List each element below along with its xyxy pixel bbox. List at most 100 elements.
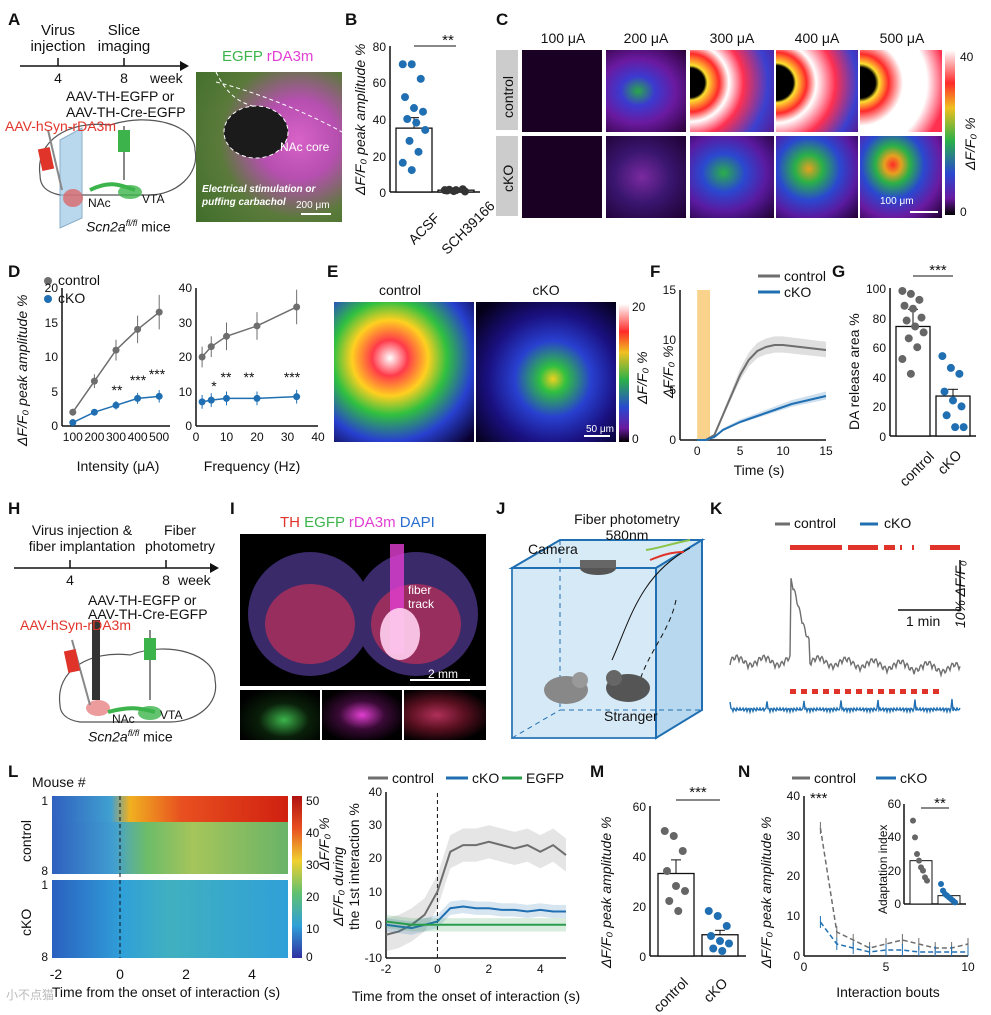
l-ytick-20: 20 xyxy=(368,851,382,866)
b-ytick-80: 80 xyxy=(372,40,386,54)
n-inset-point-0-7 xyxy=(924,877,930,884)
a-stim-1: Electrical stimulation or xyxy=(202,184,316,195)
b-point-0-11 xyxy=(398,158,407,167)
k-interaction-cko-3 xyxy=(823,689,829,694)
m-point-1-5 xyxy=(725,939,733,948)
m-ytick-0: 0 xyxy=(639,950,646,964)
m-ytick-40: 40 xyxy=(632,850,646,864)
d2-point-control-0 xyxy=(198,353,206,361)
a-event-imaging: imaging xyxy=(97,38,151,55)
l-ytick-0: 0 xyxy=(375,917,382,932)
m-point-0-7 xyxy=(674,907,683,915)
b-point-0-9 xyxy=(405,136,414,145)
a-stim-2: puffing carbachol xyxy=(202,197,286,208)
a-tick-4: 4 xyxy=(54,70,62,86)
d2-point-cKO-0 xyxy=(198,398,206,406)
l-xlabel-heatmap: Time from the onset of interaction (s) xyxy=(51,984,281,1000)
m-point-1-4 xyxy=(716,937,724,945)
e-colorbar xyxy=(619,304,629,442)
k-interaction-cko-0 xyxy=(790,689,796,694)
d1-ytick-20: 20 xyxy=(44,281,58,295)
c-img-ctrl-500 xyxy=(860,50,942,132)
f-band-control xyxy=(697,336,826,440)
watermark: 小不点猫 xyxy=(6,988,55,1002)
m-ytick-20: 20 xyxy=(632,900,646,914)
b-point-0-7 xyxy=(412,118,421,127)
k-interaction-control-4 xyxy=(912,545,914,550)
d-sig2-5: * xyxy=(211,378,217,394)
g-point-1-0 xyxy=(938,352,947,361)
d-legend-cko-dot xyxy=(44,295,52,303)
f-xtick-15: 15 xyxy=(819,444,833,458)
b-ytick-20: 20 xyxy=(372,150,386,164)
b-ytick-0: 0 xyxy=(379,186,386,200)
k-legend-cko: cKO xyxy=(884,515,912,531)
g-point-1-3 xyxy=(940,387,949,396)
panel-letter-g: G xyxy=(832,262,846,281)
g-sig: *** xyxy=(929,262,947,279)
i-label-track: track xyxy=(408,597,435,611)
d-sig2-10: ** xyxy=(220,369,232,385)
b-point-0-2 xyxy=(416,74,425,83)
d-legend-control-dot xyxy=(44,277,52,285)
g-point-1-2 xyxy=(955,369,964,378)
n-inset-ytick-20: 20 xyxy=(887,863,901,878)
d2-xtick-30: 30 xyxy=(280,430,295,444)
g-ytick-0: 0 xyxy=(879,430,886,444)
a-tick-8: 8 xyxy=(120,70,128,86)
n-legend-control: control xyxy=(814,770,857,786)
b-ytick-60: 60 xyxy=(372,76,386,90)
k-interaction-cko-5 xyxy=(845,689,851,694)
k-trace-cko xyxy=(729,698,961,715)
l-line-EGFP xyxy=(385,920,566,926)
g-ytick-80: 80 xyxy=(872,311,886,326)
k-interaction-control-1 xyxy=(848,545,878,550)
b-point-0-4 xyxy=(410,104,418,113)
f-legend-cko: cKO xyxy=(784,284,812,300)
h-mice: Scn2afl/fl mice xyxy=(88,728,173,745)
c-img-cko-500 xyxy=(860,136,942,218)
m-point-1-1 xyxy=(713,912,722,920)
l-cbar-10: 10 xyxy=(306,922,320,936)
c-col-200: 200 μA xyxy=(623,30,669,46)
c-col-400: 400 μA xyxy=(794,30,840,46)
l-row-1b: 1 xyxy=(41,878,48,892)
j-camera: Camera xyxy=(528,541,578,557)
d2-ytick-10: 10 xyxy=(178,384,192,399)
d-sig2-20: ** xyxy=(243,369,255,385)
k-interaction-cko-12 xyxy=(922,689,928,694)
a-mice: Scn2afl/fl mice xyxy=(86,218,171,235)
g-point-0-11 xyxy=(898,355,907,364)
d1-xtick-200: 200 xyxy=(84,430,105,444)
m-sig: *** xyxy=(689,784,707,801)
g-bar-control xyxy=(895,325,931,437)
n-line-cKO xyxy=(819,921,968,953)
c-row-control-bar xyxy=(496,50,518,130)
g-point-0-6 xyxy=(902,316,911,325)
g-point-1-1 xyxy=(946,363,955,372)
h-event-1: Virus injection & xyxy=(31,522,133,538)
e-cbar-max: 20 xyxy=(632,300,646,314)
n-xtick-5: 5 xyxy=(882,960,890,974)
n-xtick-10: 10 xyxy=(961,960,975,974)
a-virus-line-1: AAV-TH-EGFP or xyxy=(66,88,175,104)
j-title-1: Fiber photometry xyxy=(574,511,680,527)
d2-point-cKO-3 xyxy=(253,394,261,402)
h-region-vta: VTA xyxy=(160,708,183,722)
b-ytick-40: 40 xyxy=(372,113,386,127)
l-ytick-30: 30 xyxy=(368,818,382,833)
d1-point-cKO-3 xyxy=(134,394,142,402)
a-virus-r: AAV-hSyn-rDA3m xyxy=(5,118,116,134)
l-colorbar xyxy=(292,796,302,958)
n-inset-point-0-2 xyxy=(914,851,920,857)
m-point-0-4 xyxy=(672,882,680,890)
k-interaction-cko-2 xyxy=(812,689,818,694)
d1-xtick-400: 400 xyxy=(127,430,148,444)
l-heatmap-control xyxy=(52,796,288,874)
f-legend-control: control xyxy=(784,268,827,284)
k-interaction-cko-1 xyxy=(801,689,807,694)
d2-point-cKO-2 xyxy=(223,394,230,402)
